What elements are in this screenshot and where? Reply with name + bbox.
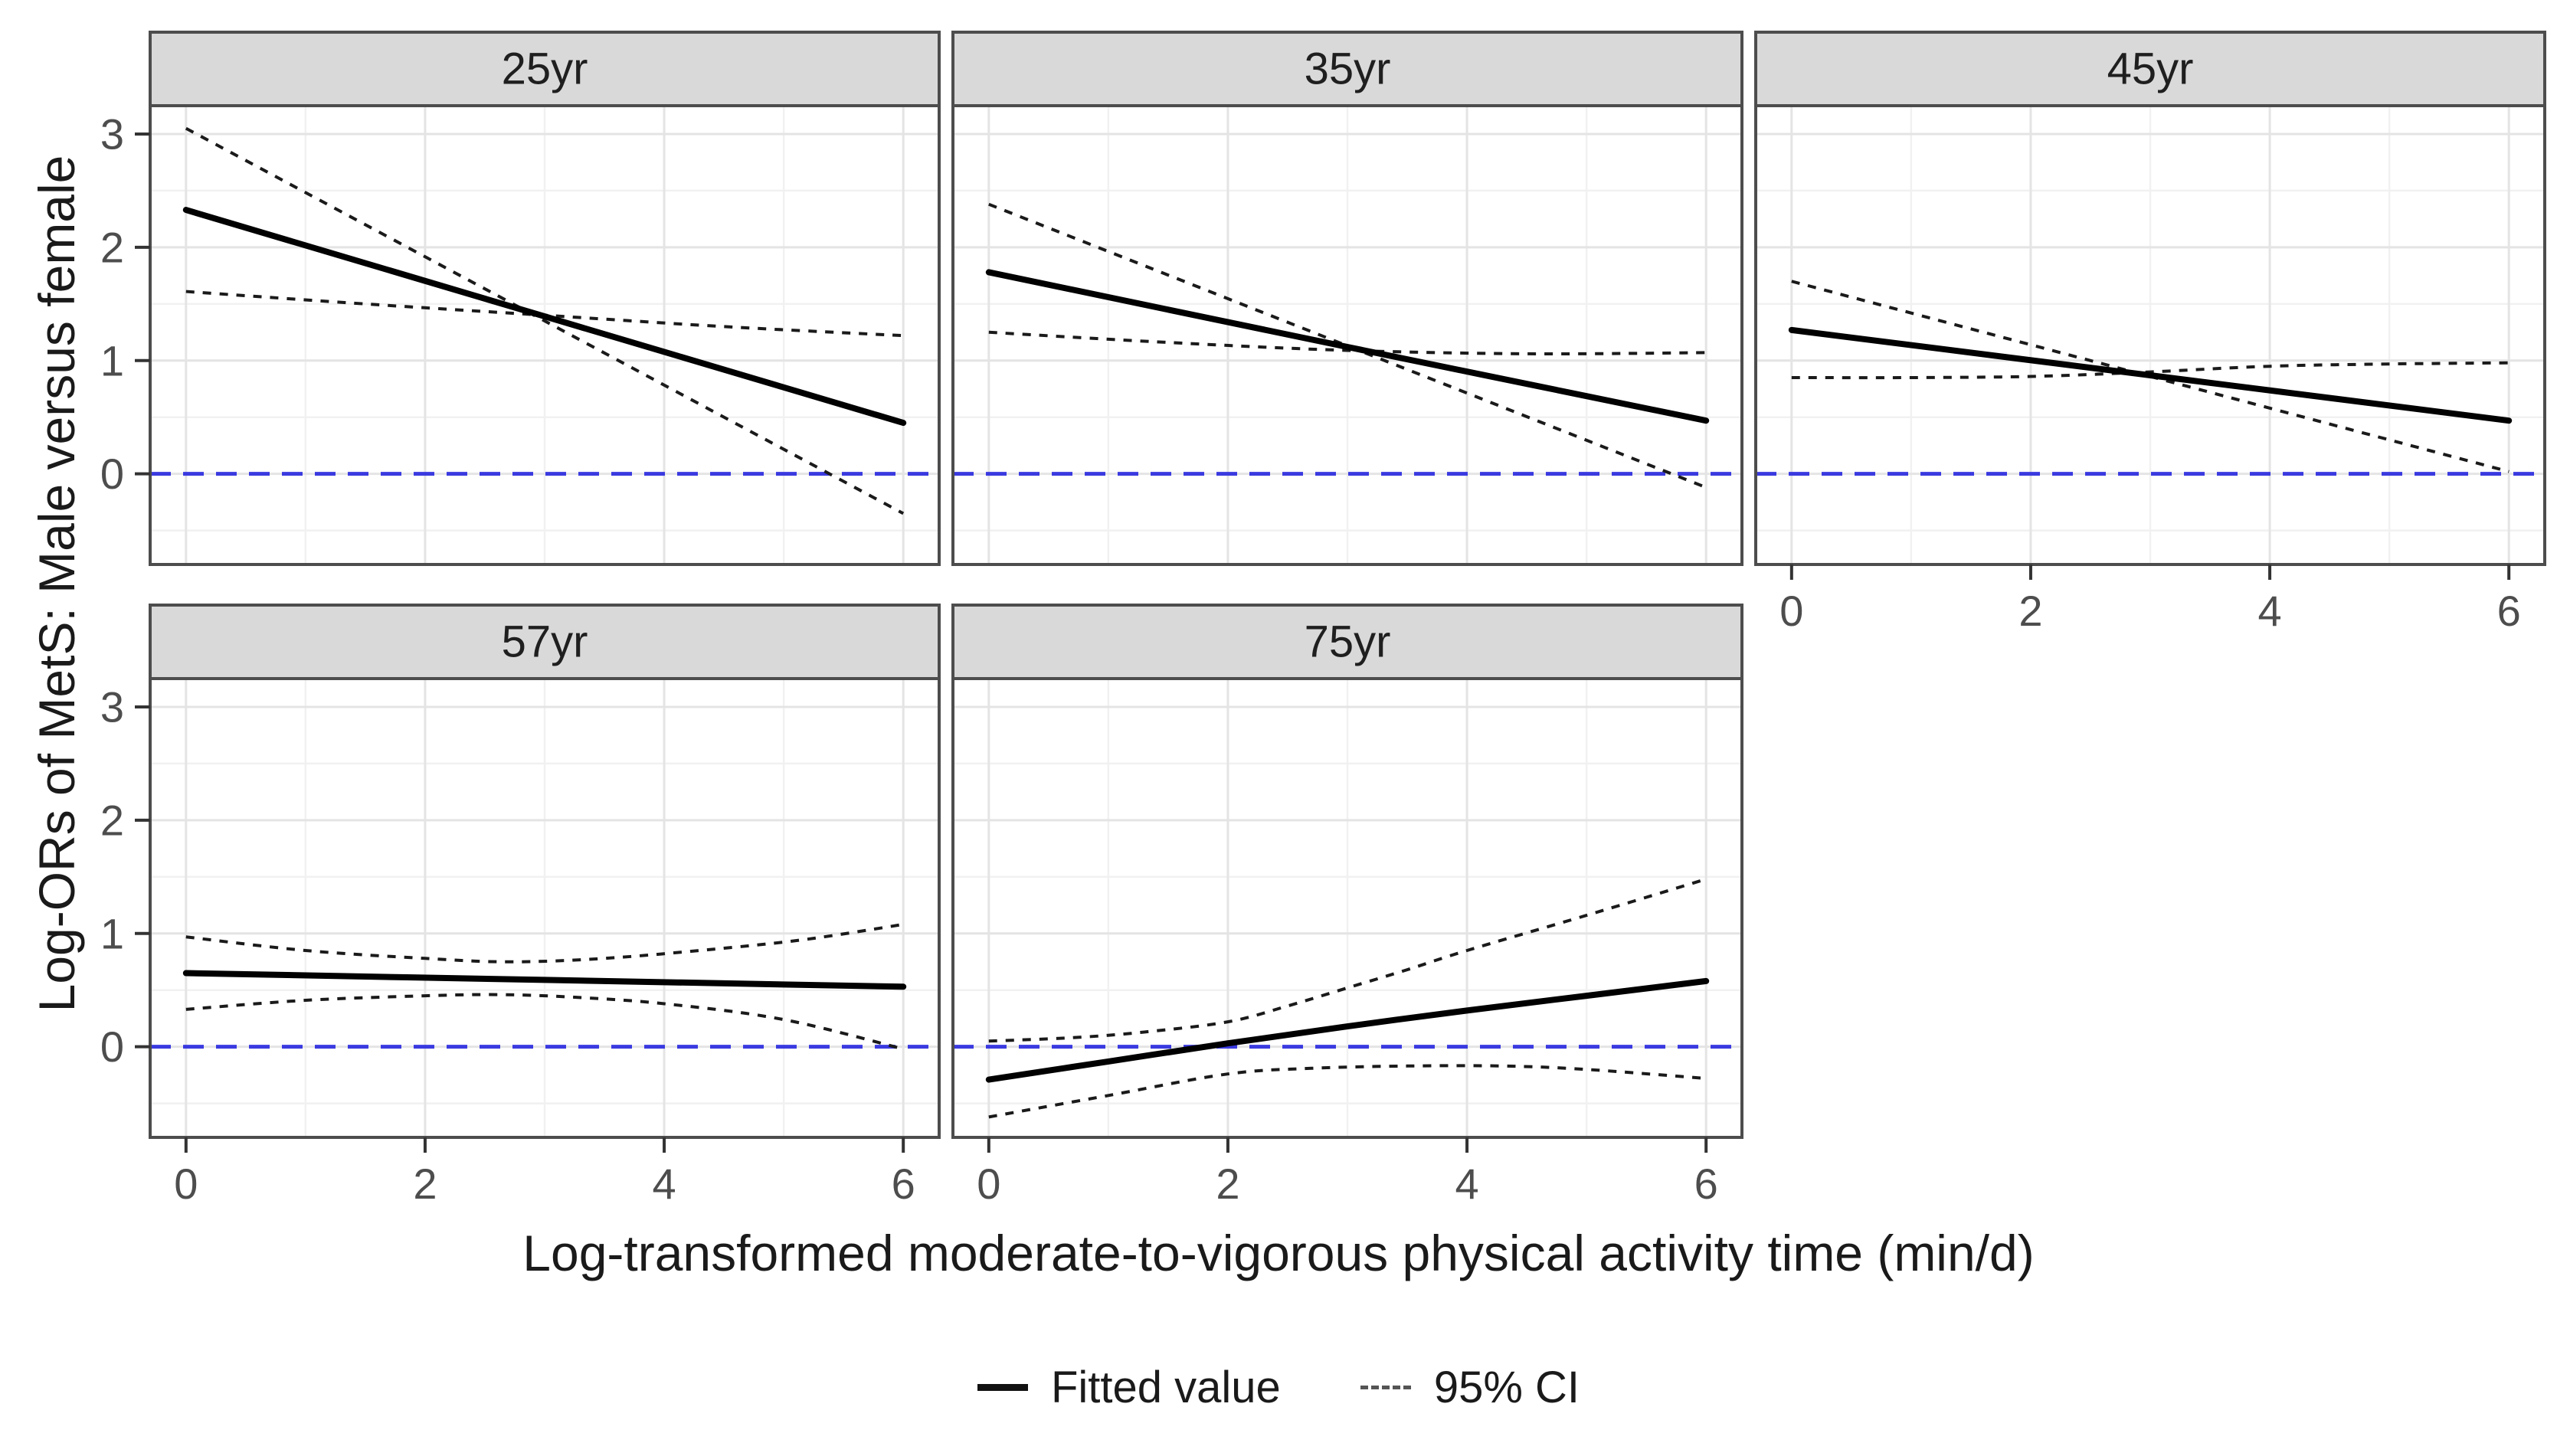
facet-strip-25yr — [149, 31, 941, 107]
facet-45yr: 45yr 0 2 4 6 — [1754, 31, 2546, 635]
y-tick-label: 0 — [100, 1022, 124, 1071]
fitted-line — [1788, 326, 2513, 424]
ci-upper-line — [185, 922, 904, 964]
ci-lower-line — [988, 330, 1707, 355]
fitted-line — [182, 207, 907, 427]
facet-strip-45yr — [1754, 31, 2546, 107]
ci-upper-line — [988, 877, 1707, 1043]
y-tick-label: 2 — [100, 223, 124, 271]
legend-key-fitted-line-icon — [977, 1384, 1028, 1391]
x-tick-label: 4 — [1455, 1160, 1478, 1208]
panel-border — [1754, 104, 2546, 566]
y-axis-title: Log-ORs of MetS: Male versus female — [28, 155, 85, 1013]
ci-lower-line — [1791, 361, 2510, 380]
legend-label-fitted-value: Fitted value — [1050, 1363, 1281, 1412]
legend-key-ci-line-icon — [1360, 1386, 1411, 1389]
y-tick-label: 2 — [100, 796, 124, 844]
panel-data-layer — [1756, 280, 2545, 476]
ci-upper-line — [185, 126, 905, 515]
facet-strip-label-25yr: 25yr — [502, 44, 588, 94]
facet-25yr: 25yr 0 1 2 3 — [100, 31, 941, 566]
y-tick-label: 3 — [100, 682, 124, 731]
facet-35yr: 35yr — [951, 31, 1743, 566]
x-tick-label: 6 — [1694, 1160, 1718, 1208]
facet-strip-label-35yr: 35yr — [1305, 44, 1391, 94]
fitted-line — [182, 970, 907, 990]
legend-label-95-ci: 95% CI — [1433, 1363, 1580, 1412]
facet-strip-label-75yr: 75yr — [1305, 617, 1391, 667]
x-axis-title: Log-transformed moderate-to-vigorous phy… — [522, 1225, 2035, 1281]
panel-border — [951, 104, 1743, 566]
facet-strip-label-57yr: 57yr — [502, 617, 588, 667]
panel-data-layer — [150, 126, 939, 515]
y-tick-label: 0 — [100, 450, 124, 498]
y-tick-label: 1 — [100, 336, 124, 384]
ci-lower-line — [988, 1064, 1707, 1119]
facet-strip-label-45yr: 45yr — [2107, 44, 2194, 94]
panel-data-layer — [953, 877, 1742, 1119]
x-tick-label: 0 — [1779, 587, 1803, 635]
x-tick-label: 6 — [2497, 587, 2521, 635]
legend: Fitted value 95% CI — [0, 1362, 2557, 1413]
x-tick-label: 4 — [652, 1160, 676, 1208]
x-tick-label: 4 — [2257, 587, 2281, 635]
panel-data-layer — [150, 922, 939, 1051]
ci-lower-line — [185, 993, 904, 1051]
fitted-line — [985, 977, 1710, 1083]
ci-upper-line — [988, 202, 1707, 489]
x-tick-label: 6 — [892, 1160, 915, 1208]
x-tick-label: 2 — [1216, 1160, 1239, 1208]
panel-border — [149, 677, 941, 1139]
facet-strip-35yr — [951, 31, 1743, 107]
x-tick-label: 0 — [174, 1160, 198, 1208]
x-tick-label: 0 — [977, 1160, 1000, 1208]
panel-border — [951, 677, 1743, 1139]
y-tick-label: 3 — [100, 110, 124, 158]
facet-57yr: 57yr 0 1 2 3 0 2 4 6 — [100, 604, 941, 1208]
facet-75yr: 75yr 0 2 4 6 — [951, 604, 1743, 1208]
x-tick-label: 2 — [413, 1160, 437, 1208]
y-tick-label: 1 — [100, 909, 124, 957]
fitted-line — [985, 269, 1710, 424]
panel-border — [149, 104, 941, 566]
x-tick-label: 2 — [2018, 587, 2042, 635]
facet-strip-75yr — [951, 604, 1743, 680]
panel-data-layer — [953, 202, 1742, 489]
